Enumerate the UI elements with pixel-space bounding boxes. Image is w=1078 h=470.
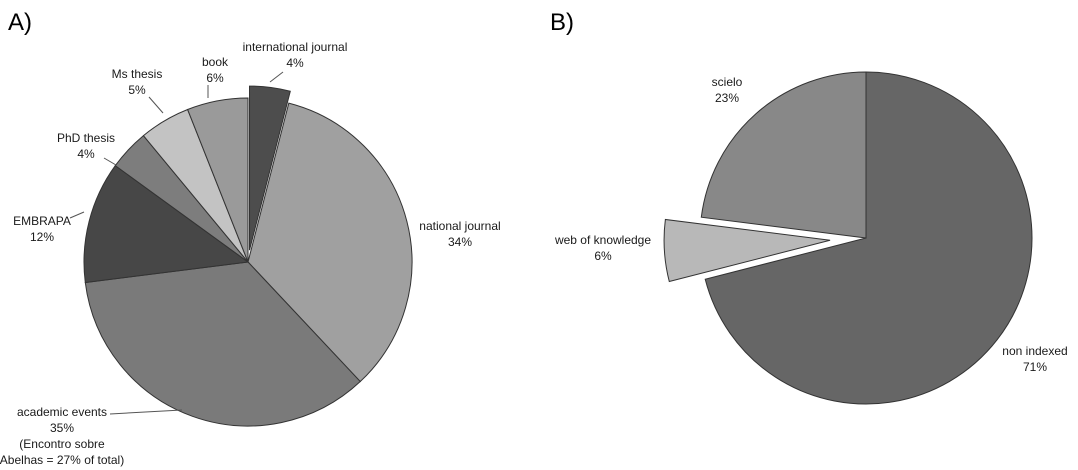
pie-chart-a: international journal 4% national journal 3… bbox=[0, 40, 501, 467]
slice-label: national journal 34% bbox=[419, 219, 500, 249]
slice-label-line: 6% bbox=[594, 249, 612, 263]
leader-line bbox=[148, 96, 164, 114]
panel-b-label: B) bbox=[550, 9, 574, 36]
slice-label-line: (Encontro sobre bbox=[19, 437, 105, 451]
slice-label-line: Abelhas = 27% of total) bbox=[0, 453, 124, 467]
slice-label-line: 35% bbox=[50, 421, 74, 435]
slice-label-line: web of knowledge bbox=[554, 233, 651, 247]
slice-label-line: Ms thesis bbox=[112, 67, 163, 81]
slice-label-line: book bbox=[202, 55, 229, 69]
panel-a-label: A) bbox=[8, 9, 32, 36]
slice-label-line: PhD thesis bbox=[57, 131, 115, 145]
slice-label: Ms thesis 5% bbox=[112, 67, 163, 97]
leader-line bbox=[103, 157, 117, 166]
leader-line bbox=[69, 211, 85, 219]
pie-slice-scielo bbox=[700, 71, 867, 239]
slice-label-line: 23% bbox=[715, 91, 739, 105]
leader-line bbox=[109, 409, 183, 415]
pie-slice-embrapa bbox=[83, 164, 250, 284]
pie-slice-book bbox=[186, 97, 249, 263]
slice-label-line: academic events bbox=[17, 405, 107, 419]
slice-label: academic events 35% (Encontro sobre Abelhas… bbox=[0, 405, 124, 467]
slice-label-line: scielo bbox=[712, 75, 743, 89]
leader-line bbox=[269, 71, 284, 83]
slice-label: non indexed 71% bbox=[1002, 344, 1067, 374]
slice-label-line: EMBRAPA bbox=[13, 214, 71, 228]
slice-label: international journal 4% bbox=[243, 40, 348, 70]
slice-label-line: 4% bbox=[77, 147, 95, 161]
slice-label-line: non indexed bbox=[1002, 344, 1067, 358]
pie-slice-web-of-knowledge bbox=[663, 218, 831, 283]
slice-label-line: 34% bbox=[448, 235, 472, 249]
slice-label-line: 12% bbox=[30, 230, 54, 244]
slice-label-line: 6% bbox=[206, 71, 224, 85]
slice-label-line: national journal bbox=[419, 219, 500, 233]
slice-label-line: 5% bbox=[128, 83, 146, 97]
slice-label: book 6% bbox=[202, 55, 229, 85]
slice-label-line: 4% bbox=[286, 56, 304, 70]
slice-label: PhD thesis 4% bbox=[57, 131, 115, 161]
slice-label-line: international journal bbox=[243, 40, 348, 54]
slice-label: EMBRAPA 12% bbox=[13, 214, 71, 244]
pie-slice-national-journal bbox=[247, 102, 413, 383]
slice-label: scielo 23% bbox=[712, 75, 743, 105]
pie-slice-non-indexed bbox=[704, 71, 1033, 405]
slice-label-line: 71% bbox=[1023, 360, 1047, 374]
pie-chart-b: non indexed 71% web of knowledge 6% scielo 23… bbox=[554, 71, 1068, 405]
pie-slice-academic-events bbox=[84, 261, 361, 427]
pie-slice-international-journal bbox=[249, 85, 291, 251]
slice-label: web of knowledge 6% bbox=[554, 233, 651, 263]
